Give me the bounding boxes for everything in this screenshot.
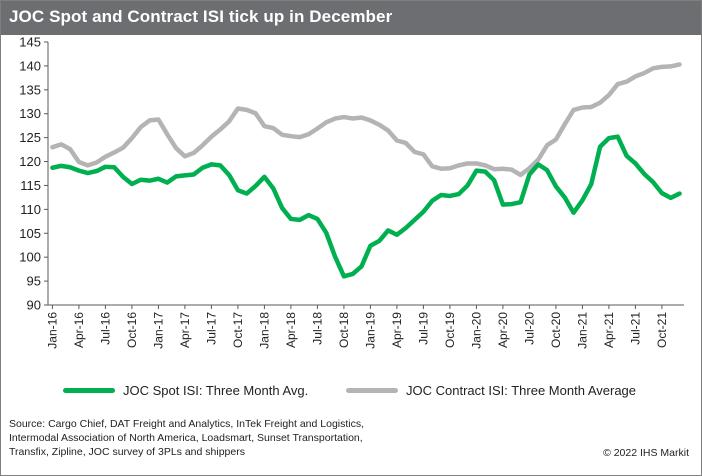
y-tick-label: 140 bbox=[19, 58, 41, 73]
y-tick-label: 115 bbox=[20, 178, 41, 193]
legend-label-spot: JOC Spot ISI: Three Month Avg. bbox=[123, 382, 309, 398]
x-tick-label: Jul-20 bbox=[522, 312, 536, 345]
y-tick-label: 125 bbox=[19, 130, 41, 145]
y-tick-label: 120 bbox=[19, 154, 41, 169]
x-tick-label: Jan-17 bbox=[151, 312, 165, 349]
chart-area: 90 95 100 105 110 115 120 125 130 135 140 145 Jan-1… bbox=[19, 35, 684, 349]
x-tick-label: Jul-18 bbox=[310, 312, 324, 345]
x-tick-label: Apr-16 bbox=[72, 312, 86, 348]
y-tick-label: 110 bbox=[20, 202, 41, 217]
x-tick-label: Oct-17 bbox=[231, 312, 245, 348]
chart-title: JOC Spot and Contract ISI tick up in Dec… bbox=[9, 7, 393, 26]
source-line: Intermodal Association of North America,… bbox=[9, 432, 363, 444]
x-tick-label: Oct-19 bbox=[443, 312, 457, 348]
series-line-contract bbox=[50, 62, 682, 178]
legend-swatch-spot bbox=[63, 387, 115, 393]
source-note: Source: Cargo Chief, DAT Freight and Ana… bbox=[9, 417, 479, 459]
x-tick-label: Apr-19 bbox=[390, 312, 404, 348]
x-tick-label: Apr-18 bbox=[284, 312, 298, 348]
x-tick-label: Jul-21 bbox=[628, 312, 642, 345]
source-line: Transfix, Zipline, JOC survey of 3PLs an… bbox=[9, 446, 245, 458]
x-tick-label: Jul-17 bbox=[204, 312, 218, 345]
series-layer bbox=[50, 62, 682, 279]
y-tick-label: 130 bbox=[19, 106, 41, 121]
legend-label-contract: JOC Contract ISI: Three Month Average bbox=[406, 382, 637, 398]
copyright: © 2022 IHS Markit bbox=[603, 447, 689, 459]
x-axis: Jan-16 Apr-16 Jul-16 Oct-16 Jan-17 Apr-17 Jul-… bbox=[45, 304, 684, 349]
x-tick-label: Oct-16 bbox=[125, 312, 139, 348]
x-tick-label: Oct-18 bbox=[337, 312, 351, 348]
x-tick-label: Oct-20 bbox=[549, 312, 563, 348]
chart-header: JOC Spot and Contract ISI tick up in Dec… bbox=[1, 1, 701, 35]
legend-swatch-contract bbox=[346, 387, 398, 393]
x-tick-label: Jan-20 bbox=[469, 312, 483, 349]
x-tick-label: Jul-19 bbox=[416, 312, 430, 345]
source-line: Source: Cargo Chief, DAT Freight and Ana… bbox=[9, 418, 365, 430]
x-tick-label: Apr-21 bbox=[602, 312, 616, 348]
y-axis: 90 95 100 105 110 115 120 125 130 135 140 145 bbox=[19, 35, 49, 313]
y-tick-label: 135 bbox=[19, 82, 41, 97]
x-tick-label: Jan-18 bbox=[257, 312, 271, 349]
y-tick-label: 95 bbox=[27, 274, 41, 289]
y-tick-label: 100 bbox=[19, 250, 41, 265]
legend-item-contract: JOC Contract ISI: Three Month Average bbox=[346, 379, 636, 401]
y-tick-label: 145 bbox=[19, 35, 41, 50]
x-tick-label: Oct-21 bbox=[655, 312, 669, 348]
series-line-spot bbox=[50, 134, 682, 279]
x-tick-label: Jan-19 bbox=[363, 312, 377, 349]
x-tick-label: Apr-17 bbox=[178, 312, 192, 348]
x-tick-label: Jul-16 bbox=[98, 312, 112, 345]
x-tick-label: Jan-21 bbox=[575, 312, 589, 349]
y-tick-label: 90 bbox=[27, 298, 41, 313]
x-tick-label: Apr-20 bbox=[496, 312, 510, 348]
y-tick-label: 105 bbox=[19, 226, 41, 241]
legend-item-spot: JOC Spot ISI: Three Month Avg. bbox=[63, 379, 308, 401]
x-tick-label: Jan-16 bbox=[45, 312, 59, 349]
